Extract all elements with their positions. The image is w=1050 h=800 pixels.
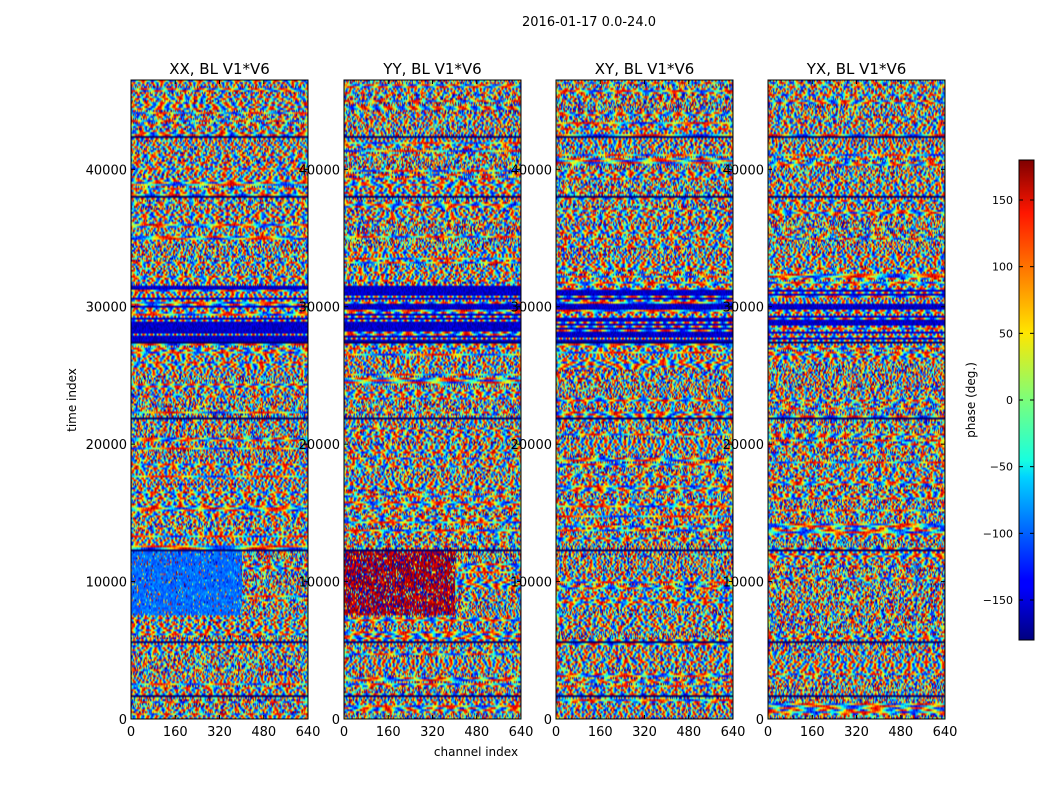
y-tick-label: 20000	[723, 438, 764, 453]
colorbar-tick-label: 100	[992, 261, 1013, 274]
x-tick-label: 320	[420, 725, 445, 740]
x-tick-label: 480	[676, 725, 701, 740]
colorbar-label: phase (deg.)	[964, 362, 978, 438]
colorbar: −150 −100 −50 0 50 100 150 phase (deg.)	[964, 159, 1035, 641]
y-tick-label: 40000	[86, 163, 127, 178]
x-tick-label: 640	[509, 725, 534, 740]
y-tick-label: 0	[544, 713, 552, 728]
colorbar-tick-label: 150	[992, 194, 1013, 207]
y-tick-label: 40000	[299, 163, 340, 178]
x-tick-label: 320	[632, 725, 657, 740]
heatmap-image-2	[344, 80, 521, 719]
y-tick-label: 40000	[723, 163, 764, 178]
y-tick-label: 0	[119, 713, 127, 728]
heatmap-image-3	[556, 80, 733, 719]
y-tick-label: 0	[332, 713, 340, 728]
heatmap-image-4	[768, 80, 945, 719]
panel-title: XY, BL V1*V6	[595, 60, 695, 78]
x-tick-label: 480	[251, 725, 276, 740]
colorbar-tick-label: 0	[1006, 394, 1013, 407]
x-tick-label: 160	[588, 725, 613, 740]
panel-title: YY, BL V1*V6	[382, 60, 481, 78]
x-tick-label: 320	[207, 725, 232, 740]
y-tick-label: 0	[756, 713, 764, 728]
x-tick-label: 320	[844, 725, 869, 740]
x-tick-label: 640	[933, 725, 958, 740]
y-tick-label: 10000	[86, 576, 127, 591]
y-axis-label: time index	[65, 368, 79, 432]
heatmap-image-1	[131, 80, 308, 719]
x-tick-label: 480	[464, 725, 489, 740]
suptitle: 2016-01-17 0.0-24.0	[522, 15, 656, 30]
x-tick-label: 160	[800, 725, 825, 740]
y-tick-label: 40000	[511, 163, 552, 178]
y-tick-label: 10000	[723, 576, 764, 591]
x-tick-label: 640	[721, 725, 746, 740]
panel-2: YY, BL V1*V6 0 160 320 480 640 0 10000 20000 3000…	[299, 60, 534, 740]
x-tick-label: 0	[127, 725, 135, 740]
colorbar-tick-label: −100	[983, 527, 1013, 540]
x-tick-label: 0	[552, 725, 560, 740]
y-tick-label: 30000	[723, 301, 764, 316]
panel-3: XY, BL V1*V6 0 160 320 480 640 0 10000 20000 3000…	[511, 60, 746, 740]
y-tick-label: 20000	[86, 438, 127, 453]
x-tick-label: 0	[764, 725, 772, 740]
colorbar-tick-label: −50	[990, 461, 1013, 474]
x-tick-label: 640	[296, 725, 321, 740]
x-tick-label: 160	[376, 725, 401, 740]
x-axis-label: channel index	[434, 745, 518, 759]
y-tick-label: 20000	[299, 438, 340, 453]
x-tick-label: 0	[340, 725, 348, 740]
y-tick-label: 30000	[511, 301, 552, 316]
panel-title: XX, BL V1*V6	[169, 60, 270, 78]
y-tick-label: 10000	[511, 576, 552, 591]
x-tick-label: 160	[163, 725, 188, 740]
y-tick-label: 30000	[86, 301, 127, 316]
colorbar-tick-label: −150	[983, 594, 1013, 607]
y-tick-label: 10000	[299, 576, 340, 591]
panel-4: YX, BL V1*V6 0 160 320 480 640 0 10000 20000 3000…	[723, 60, 958, 740]
y-tick-label: 20000	[511, 438, 552, 453]
panel-1: XX, BL V1*V6 0 160 320 480 640 0 10000 20000 3000…	[86, 60, 321, 740]
x-tick-label: 480	[888, 725, 913, 740]
colorbar-tick-label: 50	[999, 327, 1013, 340]
panel-title: YX, BL V1*V6	[806, 60, 907, 78]
y-tick-label: 30000	[299, 301, 340, 316]
